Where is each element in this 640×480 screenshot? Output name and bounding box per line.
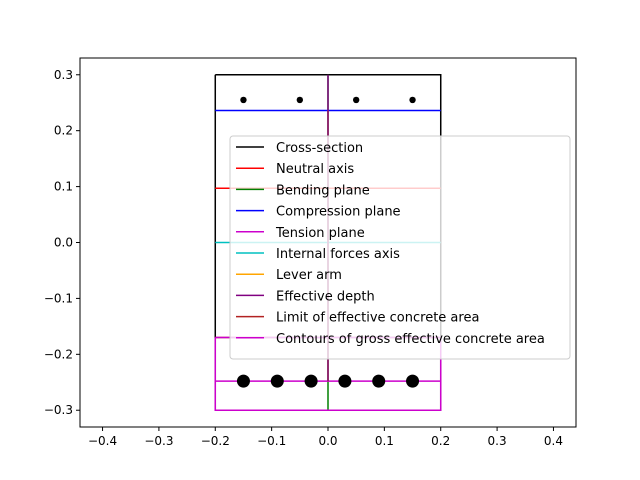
rebar-point [409, 96, 416, 104]
legend-label: Internal forces axis [276, 247, 400, 262]
rebar-point [236, 374, 250, 388]
y-tick-label: 0.2 [54, 124, 73, 138]
rebar-point [296, 96, 304, 104]
legend-label: Cross-section [276, 141, 363, 156]
y-tick-label: −0.2 [44, 347, 73, 361]
x-tick-label: 0.2 [431, 434, 450, 448]
y-tick-label: 0.1 [54, 180, 73, 194]
rebar-point [338, 374, 352, 388]
legend-label: Bending plane [276, 183, 370, 198]
rebar-point [240, 96, 247, 104]
x-tick-label: 0.3 [488, 434, 507, 448]
y-axis-ticks: −0.3 −0.2 −0.1 0.0 0.1 0.2 0.3 [44, 68, 80, 417]
x-tick-label: −0.1 [257, 434, 286, 448]
legend-label: Contours of gross effective concrete are… [276, 332, 545, 347]
y-tick-label: −0.1 [44, 291, 73, 305]
rebar-point [372, 374, 386, 388]
legend-label: Tension plane [275, 226, 365, 241]
legend-label: Limit of effective concrete area [276, 311, 479, 326]
legend: Cross-section Neutral axis Bending plane Co… [229, 135, 571, 360]
x-tick-label: 0.1 [375, 434, 394, 448]
legend-label: Effective depth [276, 289, 375, 304]
legend-box [229, 135, 571, 360]
y-tick-label: 0.0 [54, 236, 73, 250]
legend-label: Neutral axis [276, 162, 354, 177]
legend-label: Compression plane [276, 205, 401, 220]
rebar-point [406, 374, 420, 388]
x-tick-label: −0.3 [144, 434, 173, 448]
x-axis-ticks: −0.4 −0.3 −0.2 −0.1 0.0 0.1 0.2 0.3 0.4 [88, 427, 563, 448]
rebar-markers [236, 96, 420, 388]
x-tick-label: 0.0 [318, 434, 337, 448]
x-tick-label: −0.2 [201, 434, 230, 448]
x-tick-label: 0.4 [544, 434, 563, 448]
rebar-point [352, 96, 360, 104]
legend-label: Lever arm [276, 268, 342, 283]
rebar-point [270, 374, 284, 388]
x-tick-label: −0.4 [88, 434, 117, 448]
y-tick-label: 0.3 [54, 68, 73, 82]
rebar-point [304, 374, 318, 388]
y-tick-label: −0.3 [44, 403, 73, 417]
